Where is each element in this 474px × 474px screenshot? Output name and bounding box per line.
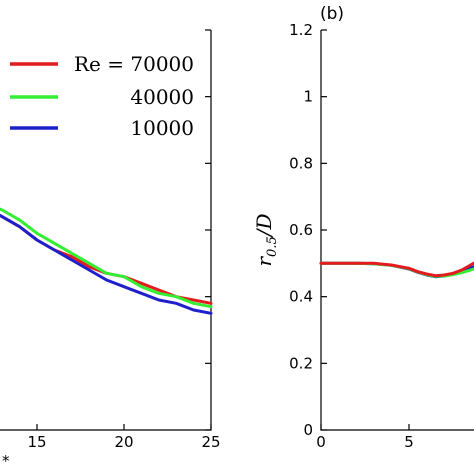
panel-b-axes [320, 30, 474, 431]
panel-b-y-ticks: 0 0.2 0.4 0.6 0.8 1 1.2 [289, 21, 327, 439]
panel-a-legend: Re = 70000 40000 10000 [10, 52, 194, 140]
panel-a-x-ticks: 15 20 25 [27, 424, 221, 451]
legend-entry-label: 40000 [130, 85, 194, 109]
panel-b-y-tick-label: 0.8 [289, 154, 313, 172]
ylabel-main: r [252, 256, 276, 267]
panel-a-series-line [0, 207, 213, 309]
panel-a-series-line [0, 213, 213, 305]
footnote-asterisk: * [2, 452, 10, 470]
panel-b-y-tick-label: 0.4 [289, 288, 313, 306]
panel-b-y-axis-label: r0.5/D [252, 213, 280, 266]
panel-b-y-tick-label: 0.6 [289, 221, 313, 239]
panel-a-y-ticks [205, 29, 211, 431]
panel-a-series [0, 207, 213, 315]
panel-b-y-tick-label: 1 [303, 88, 313, 106]
panel-b-x-tick-label: 0 [316, 433, 326, 451]
panel-a-x-tick-label: 25 [201, 433, 220, 451]
panel-b-series-line [319, 261, 474, 278]
panel-b-y-tick-label: 0.2 [289, 354, 313, 372]
legend-entry-label: Re = 70000 [74, 52, 194, 76]
panel-b-series [319, 261, 474, 279]
panel-b-label: (b) [320, 4, 344, 24]
panel-b-y-tick-label: 0 [303, 421, 313, 439]
panel-a-x-tick-label: 20 [114, 433, 133, 451]
legend-entry-label: 10000 [130, 116, 194, 140]
ylabel-tail: /D [252, 213, 276, 238]
panel-b-y-tick-label: 1.2 [289, 21, 313, 39]
panel-a-x-tick-label: 15 [27, 433, 46, 451]
panel-a-series-line [0, 213, 213, 315]
panel-a-chart: 15 20 25 Re = 70000 40000 10000 [0, 29, 221, 451]
ylabel-subscript: 0.5 [265, 236, 280, 257]
panel-b-x-tick-label: 5 [404, 433, 414, 451]
